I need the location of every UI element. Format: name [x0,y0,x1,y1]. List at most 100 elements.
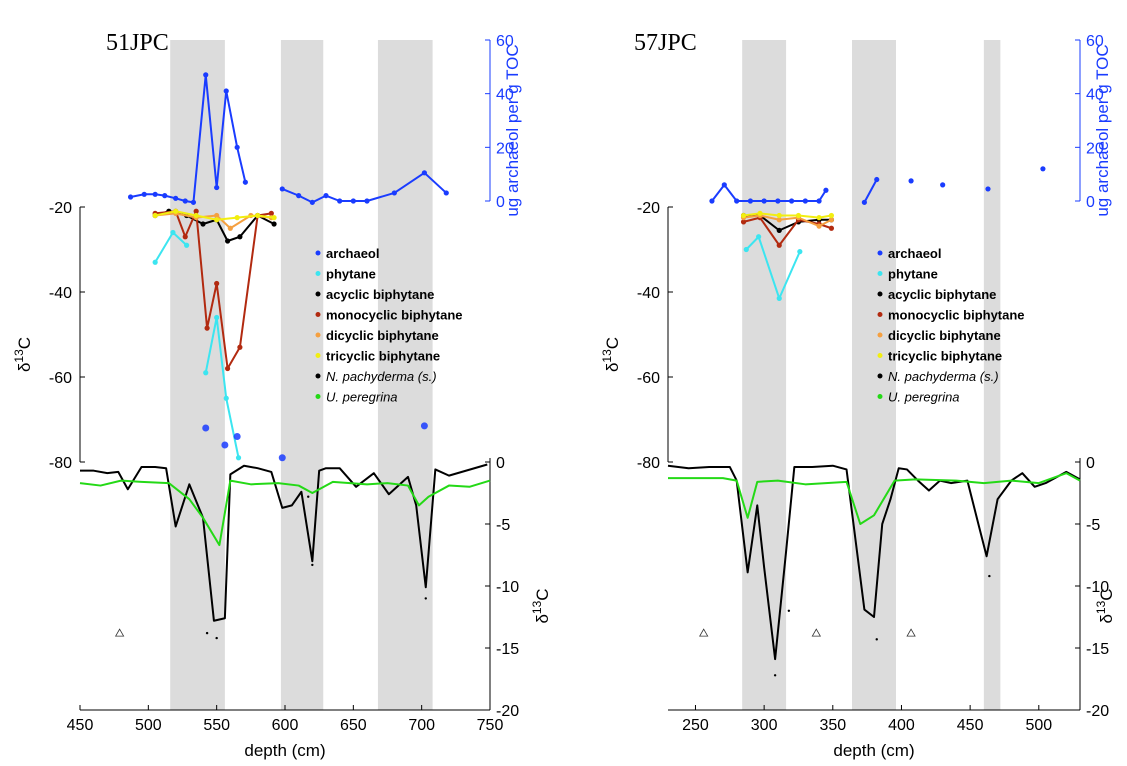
legend-marker [877,332,883,338]
x-tick-label: 700 [408,717,435,734]
data-point [789,198,795,204]
sample-dot [787,609,791,612]
data-point [309,199,315,205]
triangle-marker [699,628,709,637]
data-point [709,198,715,204]
x-tick-label: 650 [340,717,367,734]
series-line [667,464,1081,661]
archaeol-d13c-point [202,424,210,432]
foram-axis-label: δ13C [530,588,552,623]
sample-dot [424,597,427,600]
legend-label: archaeol [888,246,941,261]
series-line [80,463,488,622]
panel-57jpc: 57JPC depth (cm) ug archaeol per g TOC 2… [600,30,1116,760]
archaeol-d13c-point [420,422,428,430]
data-point [227,225,233,231]
lipid-axis-label: δ13C [12,337,34,372]
data-point [271,221,277,227]
legend-marker [315,332,321,338]
data-point [223,88,229,94]
data-point [214,217,220,223]
data-point [775,198,781,204]
legend-marker [877,353,883,358]
data-point [127,194,134,200]
lipid-tick-label: -80 [49,455,72,472]
sample-dot [311,563,314,567]
data-point [223,395,229,401]
archaeol-tick-label: 0 [1086,194,1095,211]
foram-tick-label: 0 [1086,455,1095,472]
data-point [828,225,835,231]
data-point [776,217,782,223]
legend-label: acyclic biphytane [888,287,996,302]
data-point [323,193,329,199]
foram-tick-label: -15 [1086,641,1109,658]
data-point [182,234,188,240]
x-axis-label: depth (cm) [833,741,914,760]
lipid-tick-label: -20 [49,200,72,217]
archaeol-d13c-point [233,433,241,440]
data-point [350,198,356,204]
panel-title: 57JPC [634,30,697,56]
sample-dot [988,574,991,578]
legend-label: tricyclic biphytane [326,349,440,364]
data-point [816,223,822,229]
data-point [874,176,880,183]
data-point [173,195,179,201]
data-point [828,217,835,223]
data-point [152,191,158,197]
data-point [421,170,427,176]
x-tick-label: 600 [272,717,299,734]
data-point [761,198,767,204]
data-point [173,208,179,214]
archaeol-axis-label: ug archaeol per g TOC [503,44,522,216]
legend-marker [315,353,321,358]
data-point [279,186,285,192]
panel-title: 51JPC [106,30,169,56]
legend-label: phytane [888,267,938,282]
archaeol-d13c-point [278,454,286,462]
data-point [234,215,240,221]
data-point [225,238,231,244]
x-tick-label: 450 [67,717,94,734]
data-point [795,212,802,219]
data-point [200,221,206,227]
triangle-marker [114,628,125,637]
foram-tick-label: -15 [496,641,519,658]
foram-tick-label: -5 [1086,517,1100,534]
data-point [193,208,199,214]
data-point [162,193,168,199]
shaded-interval [742,40,787,710]
data-point [337,198,343,204]
lipid-tick-label: -40 [49,285,72,302]
data-point [743,246,749,253]
legend-label: monocyclic biphytane [888,308,1025,323]
x-tick-label: 550 [203,717,230,734]
legend-marker [315,312,321,317]
series-line [668,472,1081,525]
legend-label: acyclic biphytane [326,287,434,302]
sample-dot [205,631,209,635]
data-point [296,193,302,199]
data-point [190,199,197,205]
legend-label: U. peregrina [326,390,398,405]
lipid-axis-label: δ13C [600,337,622,372]
data-point [152,212,158,219]
foram-tick-label: -5 [496,517,510,534]
data-point [816,198,822,204]
foram-tick-label: 0 [496,455,505,472]
legend-label: monocyclic biphytane [326,308,463,323]
data-point [747,198,754,204]
data-point [242,179,248,185]
x-axis-label: depth (cm) [244,741,325,760]
legend-marker [315,271,321,276]
series-line [863,179,878,203]
data-point [170,229,176,236]
foram-tick-label: -20 [496,703,519,720]
sample-dot [307,495,310,498]
triangle-marker [811,628,822,637]
data-point [152,259,158,265]
data-point [734,198,740,204]
data-point [268,210,274,216]
